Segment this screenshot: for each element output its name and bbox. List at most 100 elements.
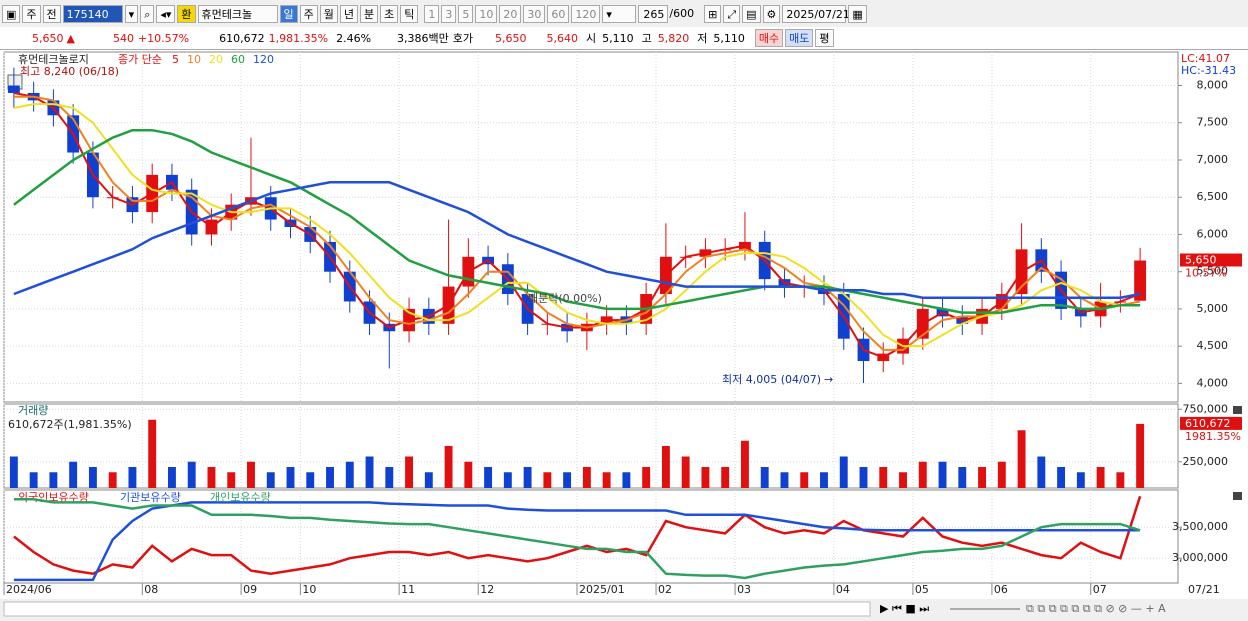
open: 5,110 xyxy=(602,31,634,45)
x-tick-label: 10 xyxy=(302,583,316,596)
volume-bar xyxy=(918,461,927,488)
range-select[interactable]: 전 xyxy=(42,4,61,23)
series-line xyxy=(13,128,1141,314)
volume-bar xyxy=(899,472,907,488)
interval-button[interactable]: 틱 xyxy=(400,4,419,23)
last-volume-box xyxy=(1180,416,1242,430)
candle-body xyxy=(1134,260,1147,301)
low-arrow: → xyxy=(824,373,833,386)
x-tick-label: 02 xyxy=(658,583,672,596)
y-tick-label: 4,500 xyxy=(1197,339,1229,352)
x-tick-label: 08 xyxy=(144,583,158,596)
volume-bar xyxy=(1076,472,1085,488)
volume-bar xyxy=(760,467,769,488)
volume-bar xyxy=(1057,467,1066,488)
multiplier-button[interactable]: 3 xyxy=(441,4,457,23)
scroll-buttons[interactable]: ▶ ⏮ ■ ⏭ xyxy=(880,602,929,615)
interval-button[interactable]: 월 xyxy=(319,4,338,23)
volume-bar xyxy=(187,461,196,488)
volume-bar xyxy=(780,472,789,488)
settings-button[interactable]: ⚙ xyxy=(762,4,781,23)
multiplier-button[interactable]: 5 xyxy=(458,4,474,23)
volume-bar xyxy=(1096,467,1105,488)
tool-button[interactable]: ⤢ xyxy=(723,4,741,23)
sell-button[interactable]: 매도 xyxy=(785,29,814,47)
volume-bar xyxy=(444,446,453,488)
date-input[interactable]: 2025/07/21 xyxy=(782,4,850,23)
save-button[interactable]: ▤ xyxy=(742,4,761,23)
quote-bar: 5,650 ▲ 540 +10.57% 610,672 1,981.35% 2.… xyxy=(0,27,1248,50)
volume-bar xyxy=(839,456,848,488)
legend-item: 10 xyxy=(187,53,201,66)
volume-bar xyxy=(740,440,749,488)
count-input[interactable]: 265 xyxy=(638,4,669,23)
high-note: 최고 8,240 (06/18) xyxy=(20,65,119,78)
volume-bar xyxy=(49,472,58,488)
volume-bar xyxy=(523,467,532,488)
legend-item: 120 xyxy=(253,53,274,66)
panel-subtitle: 610,672주(1,981.35%) xyxy=(8,418,132,431)
interval-button[interactable]: 초 xyxy=(380,4,399,23)
fx-button[interactable]: 환 xyxy=(177,4,196,23)
interval-button[interactable]: 일 xyxy=(279,4,298,23)
event-note: 배분락(0.00%) xyxy=(528,292,602,305)
y-tick-label: 8,000 xyxy=(1197,79,1229,92)
interval-button[interactable]: 분 xyxy=(360,4,379,23)
multiplier-button[interactable]: 60 xyxy=(547,4,570,23)
volume-bar xyxy=(286,467,295,488)
calendar-button[interactable]: ▦ xyxy=(848,4,867,23)
series-line xyxy=(13,95,1141,351)
volume-bar xyxy=(820,472,828,488)
x-tick-label: 07 xyxy=(1093,583,1107,596)
volume-bar xyxy=(88,467,97,488)
interval-button[interactable]: 년 xyxy=(339,4,359,23)
stock-name: 휴먼테크놀 xyxy=(197,4,278,23)
price: 5,650 xyxy=(32,31,64,45)
chart-icon[interactable]: ▣ xyxy=(2,4,21,23)
volume-bar xyxy=(365,456,374,488)
scrollbar[interactable] xyxy=(3,601,871,617)
interval-button[interactable]: 주 xyxy=(299,4,318,23)
multiplier-button[interactable]: 1 xyxy=(424,4,440,23)
x-tick-label: 2024/06 xyxy=(6,583,52,596)
sound-button[interactable]: ◂▾ xyxy=(156,4,176,23)
panel-close[interactable] xyxy=(1233,492,1242,500)
x-tick-label: 12 xyxy=(480,583,494,596)
volume-bar xyxy=(306,472,315,488)
volume-bar xyxy=(326,467,334,488)
panel-close[interactable] xyxy=(1233,406,1242,414)
multiplier-button[interactable]: 20 xyxy=(499,4,522,23)
multiplier-button[interactable]: 120 xyxy=(571,4,601,23)
multiplier-button[interactable]: 10 xyxy=(475,4,498,23)
volume-bar xyxy=(958,467,967,488)
volume-bar xyxy=(1017,430,1026,488)
unit-select[interactable]: ▾ xyxy=(602,4,637,23)
dropdown[interactable]: ▾ xyxy=(124,4,139,23)
series-line xyxy=(13,92,1141,359)
chart-title: 휴먼테크놀로지 xyxy=(18,53,89,66)
buy-button[interactable]: 매수 xyxy=(754,29,784,47)
period-select[interactable]: 주 xyxy=(22,4,41,23)
avg-button[interactable]: 평 xyxy=(815,29,834,47)
turnover: 2.46% xyxy=(336,31,372,45)
legend-item: 기관보유수량 xyxy=(120,491,181,504)
volume-bar xyxy=(464,461,473,488)
last-change: 10.57% xyxy=(1185,267,1227,280)
low: 5,110 xyxy=(713,31,745,45)
volume-bar xyxy=(227,472,236,488)
volume-bar xyxy=(69,461,78,488)
tool-button[interactable]: ⊞ xyxy=(704,4,722,23)
multiplier-button[interactable]: 30 xyxy=(523,4,546,23)
high: 5,820 xyxy=(657,31,690,45)
code-input[interactable]: 175140 xyxy=(62,4,123,23)
volume-bar xyxy=(1116,472,1125,488)
ma-label: 종가 단순 xyxy=(118,53,162,66)
last-volume: 610,672 xyxy=(1185,417,1231,430)
search-button[interactable]: ⌕ xyxy=(140,4,155,23)
volume-bar xyxy=(582,467,591,488)
tool-icons[interactable]: ⧉ ⧉ ⧉ ⧉ ⧉ ⧉ ⧉ ⊘ ⊘ — + A xyxy=(1026,602,1166,615)
y-tick-label: 4,000 xyxy=(1197,376,1229,389)
ask-label: 호가 xyxy=(452,32,474,45)
